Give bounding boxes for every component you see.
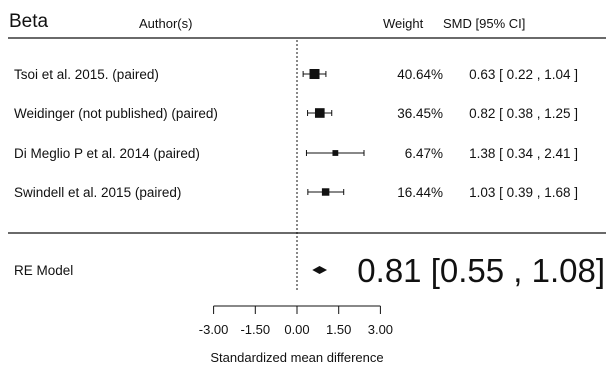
study-weight: 40.64%	[397, 67, 443, 82]
study-label: Swindell et al. 2015 (paired)	[14, 185, 181, 200]
summary-diamond	[312, 266, 328, 274]
study-label: Di Meglio P et al. 2014 (paired)	[14, 146, 200, 161]
summary-ci-text: 0.81 [0.55 , 1.08]	[357, 252, 605, 289]
summary-label: RE Model	[14, 263, 73, 278]
study-weight: 16.44%	[397, 185, 443, 200]
column-header-weight: Weight	[383, 16, 424, 31]
study-rows: Tsoi et al. 2015. (paired) 40.64% 0.63 [ 0…	[14, 67, 578, 200]
x-tick-label: 0.00	[284, 322, 309, 337]
study-ci-text: 1.03 [ 0.39 , 1.68 ]	[469, 185, 578, 200]
study-label: Tsoi et al. 2015. (paired)	[14, 67, 159, 82]
study-ci-text: 0.82 [ 0.38 , 1.25 ]	[469, 106, 578, 121]
study-label: Weidinger (not published) (paired)	[14, 106, 218, 121]
column-header-author: Author(s)	[139, 16, 192, 31]
study-point-marker	[309, 69, 320, 79]
x-tick-label: 3.00	[368, 322, 393, 337]
study-point-marker	[314, 108, 325, 118]
panel-label: Beta	[9, 11, 49, 32]
study-point-marker	[332, 150, 339, 156]
study-ci-text: 0.63 [ 0.22 , 1.04 ]	[469, 67, 578, 82]
x-axis-title: Standardized mean difference	[210, 350, 383, 365]
study-ci-text: 1.38 [ 0.34 , 2.41 ]	[469, 146, 578, 161]
x-axis: -3.00 -1.50 0.00 1.50 3.00 Standardized mean …	[199, 305, 393, 365]
study-weight: 6.47%	[405, 146, 443, 161]
x-tick-label: -3.00	[199, 322, 229, 337]
x-tick-label: -1.50	[240, 322, 270, 337]
summary-row: RE Model 0.81 [0.55 , 1.08]	[14, 252, 605, 289]
study-point-marker	[321, 188, 330, 196]
column-header-estimate: SMD [95% CI]	[443, 16, 525, 31]
study-weight: 36.45%	[397, 106, 443, 121]
x-tick-label: 1.50	[326, 322, 351, 337]
